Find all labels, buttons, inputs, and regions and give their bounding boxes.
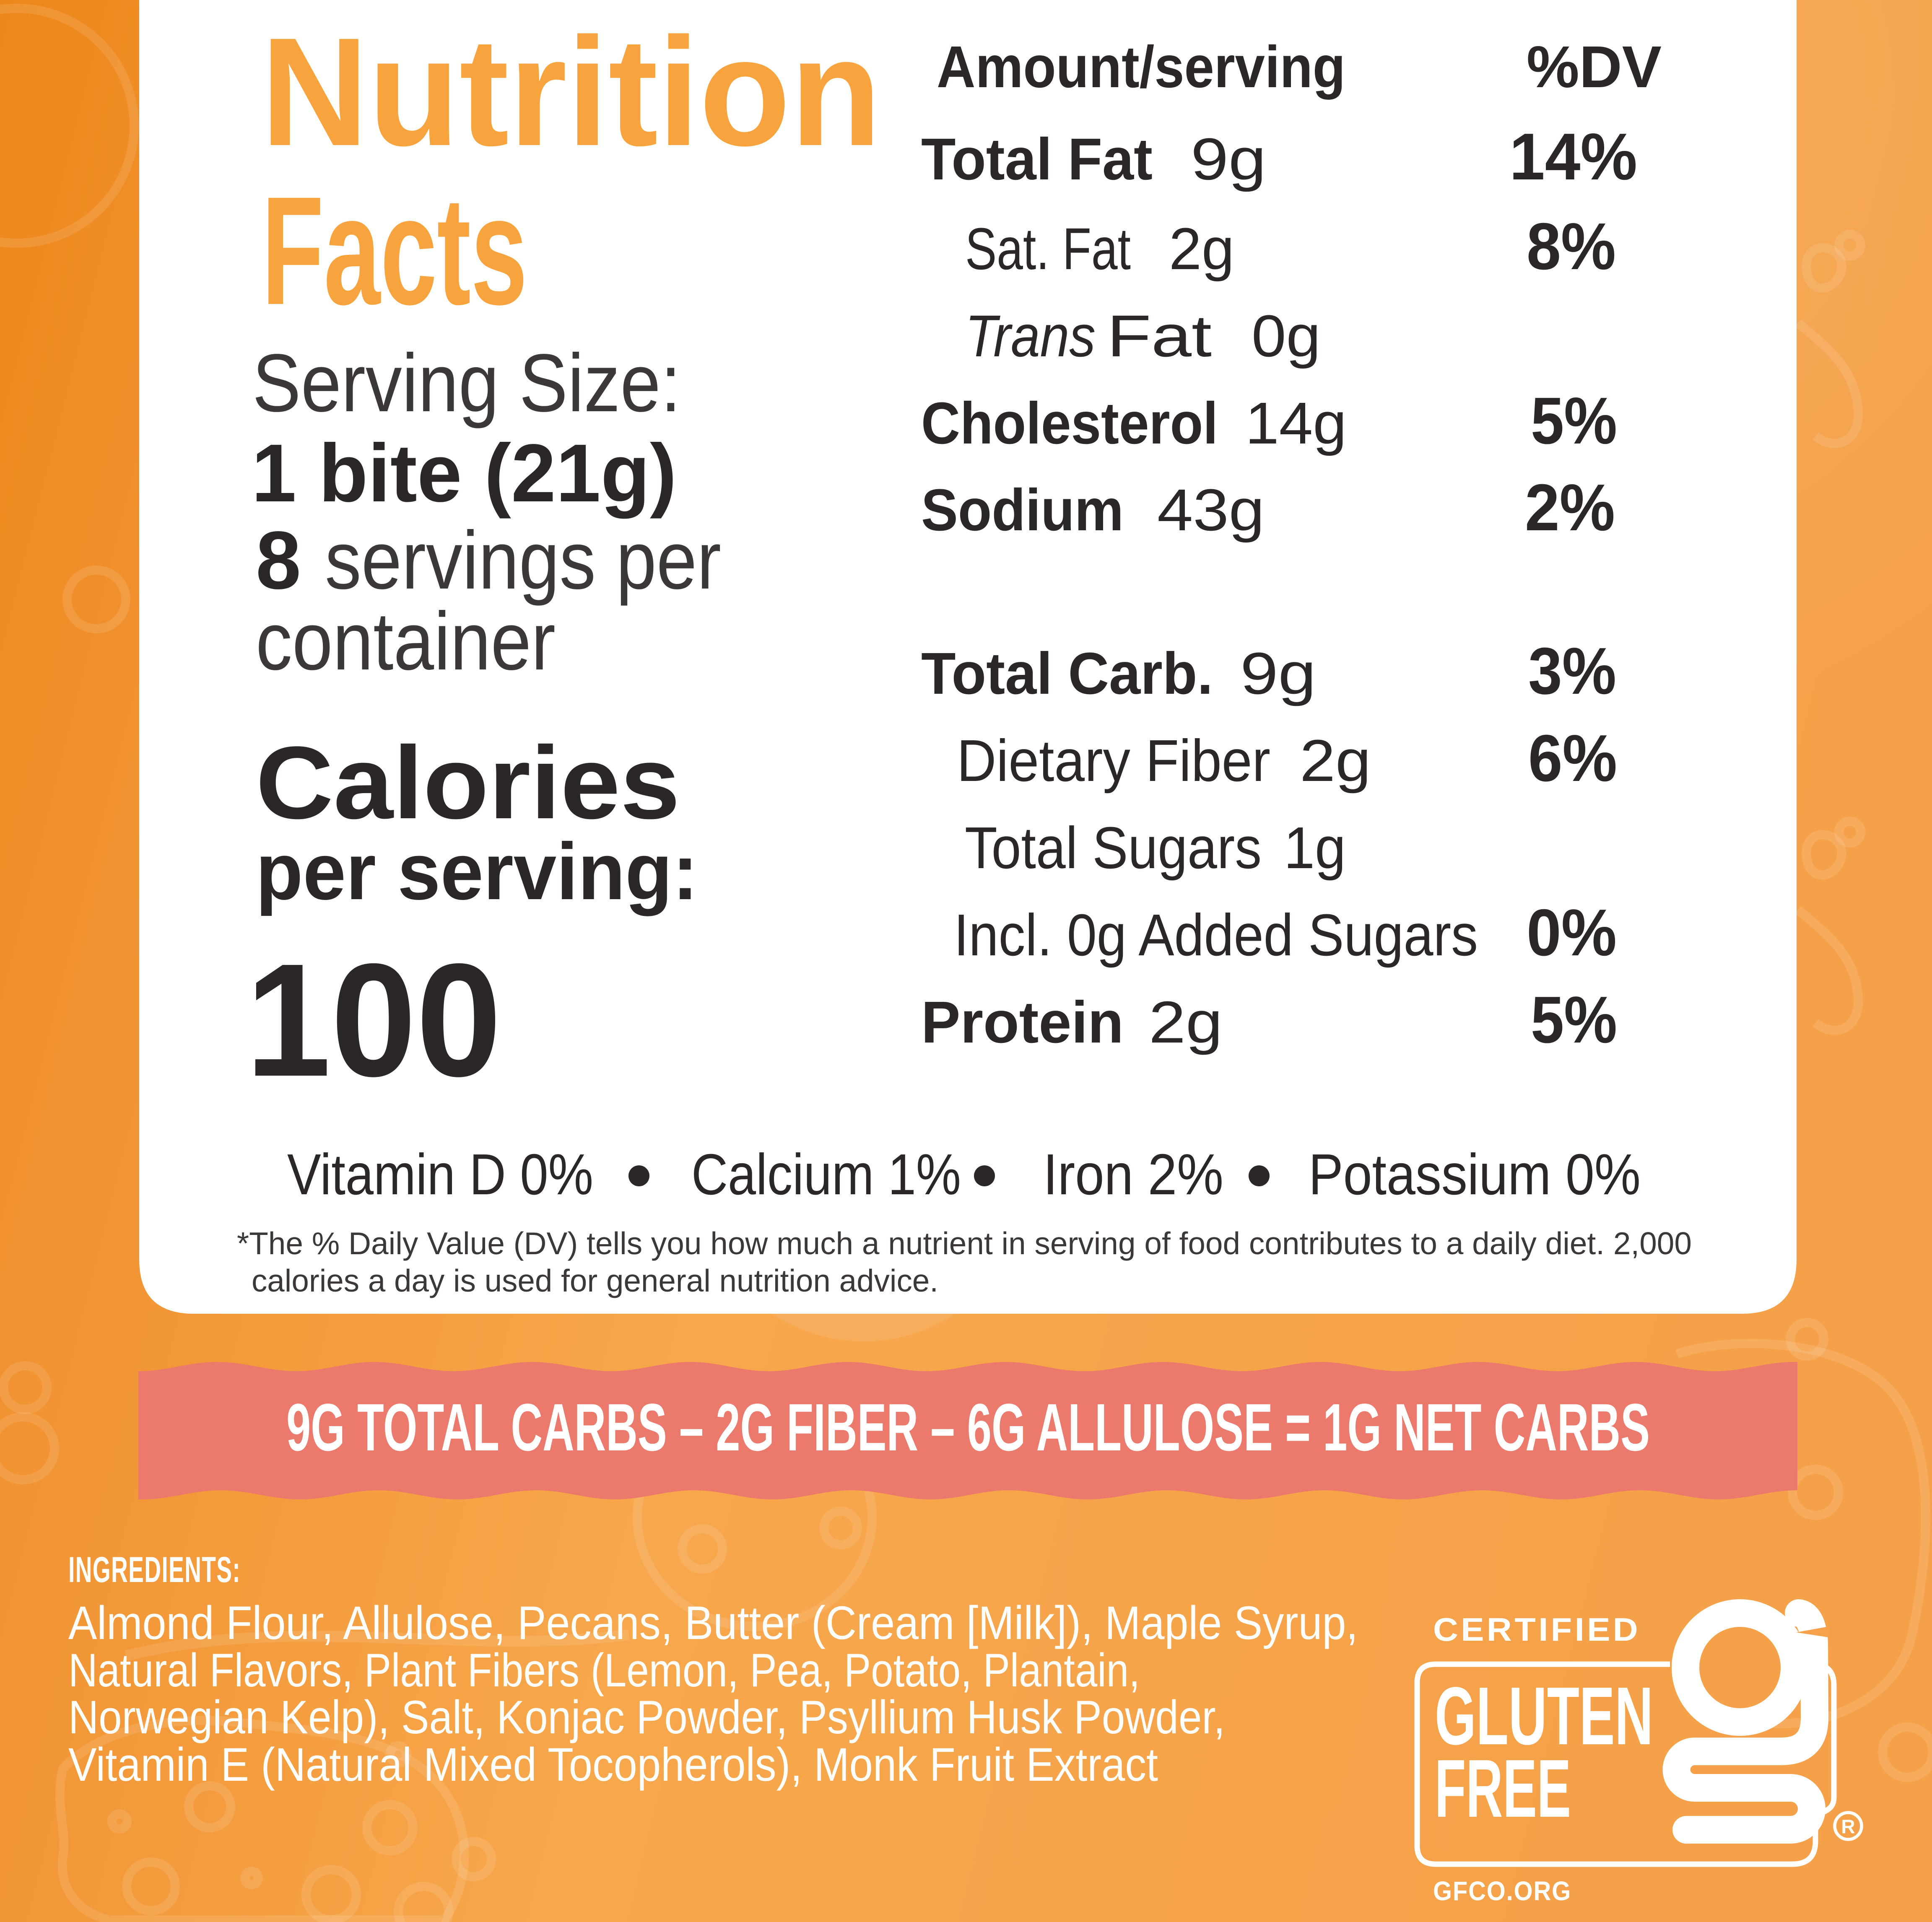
svg-text:8%: 8% <box>1527 210 1616 283</box>
svg-text:Fat: Fat <box>1107 303 1212 369</box>
svg-text:Cholesterol: Cholesterol <box>921 390 1218 456</box>
svg-text:Natural Flavors, Plant Fibers: Natural Flavors, Plant Fibers (Lemon, Pe… <box>68 1644 1140 1696</box>
svg-text:14%: 14% <box>1509 120 1637 194</box>
svg-text:3%: 3% <box>1528 634 1616 708</box>
svg-text:Norwegian Kelp), Salt, Konjac: Norwegian Kelp), Salt, Konjac Powder, Ps… <box>68 1691 1225 1743</box>
svg-text:9g: 9g <box>1191 126 1266 192</box>
svg-text:FREE: FREE <box>1435 1743 1571 1834</box>
svg-text:GLUTEN: GLUTEN <box>1435 1670 1653 1762</box>
svg-text:8: 8 <box>256 514 301 606</box>
svg-text:Calories: Calories <box>256 725 680 840</box>
svg-text:*The % Daily Value (DV) tells: *The % Daily Value (DV) tells you how mu… <box>237 1226 1692 1261</box>
svg-text:Facts: Facts <box>262 164 527 337</box>
svg-text:Calcium 1%: Calcium 1% <box>691 1142 961 1207</box>
svg-text:Total Fat: Total Fat <box>921 126 1153 192</box>
svg-text:9G TOTAL CARBS – 2G FIBER –: 9G TOTAL CARBS – 2G FIBER – 6G ALLULOSE … <box>286 1390 1650 1465</box>
svg-text:CERTIFIED: CERTIFIED <box>1433 1611 1641 1648</box>
svg-text:Incl. 0g Added Sugars: Incl. 0g Added Sugars <box>954 902 1478 968</box>
svg-text:Nutrition: Nutrition <box>261 5 881 178</box>
svg-text:Sat. Fat: Sat. Fat <box>965 215 1131 282</box>
svg-text:per serving:: per serving: <box>256 826 698 916</box>
svg-text:Protein: Protein <box>921 989 1124 1055</box>
svg-text:Dietary Fiber: Dietary Fiber <box>957 727 1270 794</box>
svg-text:2g: 2g <box>1169 215 1234 282</box>
svg-text:2%: 2% <box>1525 471 1615 545</box>
svg-text:1 bite (21g): 1 bite (21g) <box>252 427 677 519</box>
svg-text:14g: 14g <box>1245 390 1347 456</box>
svg-text:INGREDIENTS:: INGREDIENTS: <box>68 1550 241 1590</box>
svg-text:Total Sugars: Total Sugars <box>965 814 1262 881</box>
svg-text:R: R <box>1841 1816 1855 1837</box>
svg-text:Almond Flour, Allulose, Pecans: Almond Flour, Allulose, Pecans, Butter (… <box>68 1597 1358 1649</box>
svg-text:servings per: servings per <box>325 514 721 606</box>
svg-text:100: 100 <box>246 930 501 1110</box>
svg-text:2g: 2g <box>1300 727 1371 794</box>
svg-text:%DV: %DV <box>1527 34 1662 100</box>
svg-text:0g: 0g <box>1252 303 1321 369</box>
svg-text:43g: 43g <box>1157 477 1265 543</box>
svg-text:2g: 2g <box>1149 989 1223 1055</box>
svg-text:1g: 1g <box>1284 814 1346 881</box>
svg-text:Trans: Trans <box>965 303 1096 369</box>
svg-text:Sodium: Sodium <box>921 477 1124 543</box>
svg-text:container: container <box>256 595 556 687</box>
svg-text:9g: 9g <box>1240 640 1316 706</box>
svg-text:6%: 6% <box>1528 721 1617 795</box>
svg-text:0%: 0% <box>1527 896 1617 970</box>
svg-text:Potassium 0%: Potassium 0% <box>1309 1142 1641 1207</box>
svg-text:Vitamin D 0%: Vitamin D 0% <box>287 1142 593 1207</box>
svg-text:5%: 5% <box>1531 983 1617 1057</box>
svg-text:Amount/serving: Amount/serving <box>937 34 1345 100</box>
svg-text:Serving Size:: Serving Size: <box>252 337 681 429</box>
svg-text:Total Carb.: Total Carb. <box>921 640 1213 706</box>
svg-text:GFCO.ORG: GFCO.ORG <box>1433 1876 1571 1906</box>
svg-text:Iron 2%: Iron 2% <box>1043 1142 1223 1207</box>
svg-text:calories a day is used for gen: calories a day is used for general nutri… <box>252 1263 938 1298</box>
svg-text:5%: 5% <box>1531 384 1617 458</box>
svg-text:Vitamin E (Natural Mixed Tocop: Vitamin E (Natural Mixed Tocopherols), M… <box>68 1738 1158 1791</box>
